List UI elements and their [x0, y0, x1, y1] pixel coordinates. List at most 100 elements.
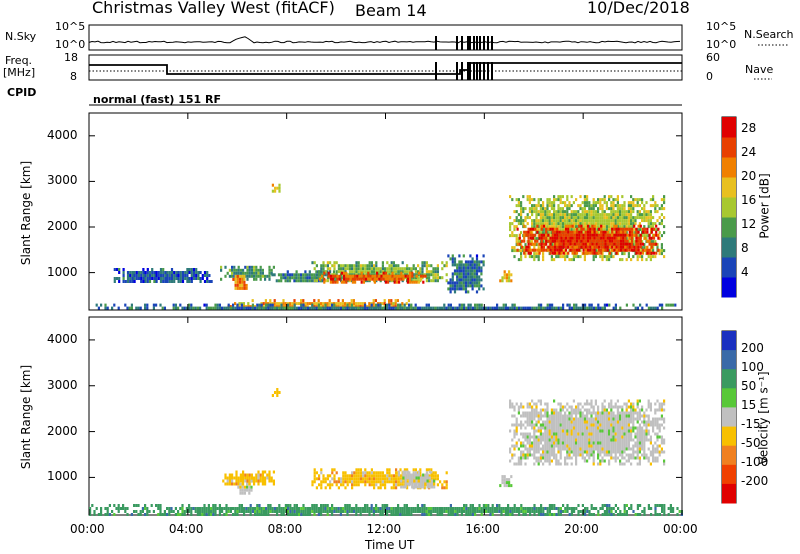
- power-cell: [632, 216, 635, 220]
- velocity-cell: [430, 468, 433, 472]
- velocity-cell: [324, 510, 327, 513]
- power-cell: [657, 248, 660, 252]
- velocity-cell: [423, 510, 426, 513]
- velocity-cell: [250, 479, 253, 483]
- power-cell: [146, 268, 149, 271]
- power-cell: [474, 306, 477, 310]
- power-cell: [326, 261, 329, 265]
- velocity-cell: [561, 441, 564, 445]
- power-cell: [542, 242, 546, 246]
- velocity-cell: [672, 507, 675, 510]
- velocity-cell: [362, 480, 365, 484]
- velocity-cell: [603, 432, 606, 436]
- power-cell: [641, 207, 644, 211]
- velocity-cell: [218, 504, 221, 507]
- velocity-cell: [326, 474, 329, 478]
- power-cell: [604, 248, 607, 252]
- velocity-cell: [535, 438, 538, 442]
- power-cell: [639, 224, 642, 228]
- power-cell: [570, 228, 573, 232]
- power-cell: [370, 303, 373, 307]
- velocity-cell: [443, 480, 446, 484]
- velocity-cell: [515, 417, 518, 421]
- power-cell: [652, 255, 655, 259]
- power-cell: [644, 227, 647, 231]
- power-cell: [415, 274, 418, 278]
- velocity-cell: [533, 426, 536, 430]
- power-cell: [240, 303, 243, 307]
- power-cell: [184, 271, 187, 274]
- power-cell: [246, 277, 249, 281]
- power-cell: [601, 306, 604, 310]
- velocity-cell: [381, 474, 384, 478]
- power-cell: [513, 255, 516, 259]
- power-cell: [441, 267, 444, 271]
- velocity-cell: [326, 510, 329, 513]
- power-cell: [384, 277, 387, 281]
- velocity-cell: [614, 417, 617, 421]
- velocity-cell: [564, 405, 567, 409]
- power-cell: [370, 267, 373, 271]
- power-cell: [375, 303, 378, 307]
- velocity-cell: [557, 462, 560, 466]
- power-cell: [572, 216, 575, 220]
- power-cell: [489, 306, 492, 310]
- power-cell: [453, 257, 457, 261]
- power-echo-region: [318, 271, 427, 284]
- power-cell: [572, 225, 575, 229]
- power-cell: [337, 299, 340, 303]
- velocity-cell: [603, 438, 606, 442]
- power-cell: [611, 248, 614, 252]
- velocity-cell: [513, 435, 516, 439]
- power-cell: [602, 236, 605, 240]
- velocity-cell: [608, 444, 611, 448]
- power-cell: [617, 230, 620, 234]
- power-cell: [462, 278, 465, 282]
- power-cell: [658, 303, 661, 307]
- velocity-cell: [548, 462, 551, 466]
- power-cell: [654, 201, 657, 205]
- velocity-cell: [575, 417, 578, 421]
- velocity-cell: [452, 510, 455, 513]
- power-cell: [558, 236, 561, 240]
- velocity-cell: [590, 423, 593, 427]
- power-cell: [181, 274, 185, 277]
- power-cell: [293, 306, 296, 310]
- velocity-cell: [676, 513, 679, 516]
- velocity-cell: [603, 510, 606, 513]
- velocity-cell: [581, 423, 584, 427]
- velocity-cell: [559, 402, 562, 406]
- power-cell: [441, 261, 444, 265]
- power-cell: [270, 268, 273, 272]
- velocity-cell: [248, 473, 251, 477]
- velocity-cell: [375, 477, 378, 481]
- power-cell: [399, 267, 402, 271]
- velocity-cell: [146, 507, 149, 510]
- power-cell: [527, 248, 530, 252]
- velocity-cell: [353, 477, 356, 481]
- velocity-cell: [304, 507, 307, 510]
- power-cell: [538, 251, 541, 255]
- power-cell: [586, 222, 589, 226]
- power-cell: [315, 270, 318, 274]
- power-cell: [655, 224, 658, 228]
- power-cell: [417, 264, 420, 268]
- power-cell: [551, 245, 554, 249]
- power-cell: [356, 274, 359, 278]
- velocity-cell: [214, 504, 217, 507]
- power-cell: [509, 225, 512, 229]
- velocity-cell: [324, 507, 327, 510]
- power-cell: [503, 273, 506, 277]
- velocity-cell: [605, 432, 608, 436]
- velocity-cell: [248, 476, 251, 480]
- power-cell: [550, 255, 553, 259]
- power-cell: [416, 306, 419, 310]
- power-cell: [155, 280, 158, 283]
- power-cell: [556, 230, 559, 234]
- power-cell: [561, 222, 564, 226]
- velocity-cell: [333, 468, 336, 472]
- velocity-cell: [575, 408, 578, 412]
- power-cell: [517, 219, 520, 223]
- power-cell: [272, 265, 275, 269]
- velocity-cell: [381, 510, 384, 513]
